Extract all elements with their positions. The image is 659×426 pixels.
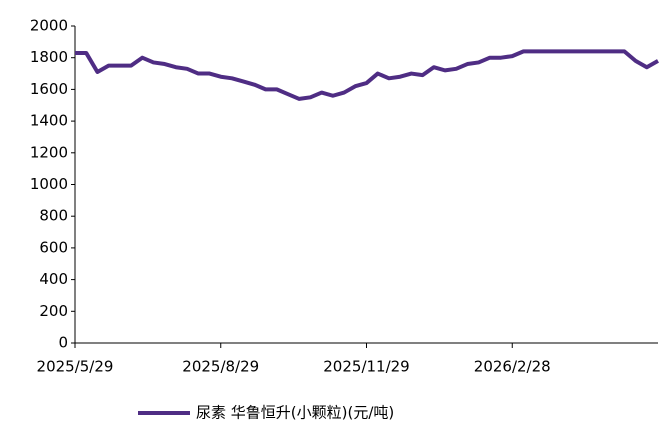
y-tick-label: 400 — [39, 270, 68, 288]
y-tick-label: 200 — [39, 302, 68, 320]
x-tick-label: 2025/11/29 — [323, 358, 409, 376]
y-tick-label: 0 — [58, 334, 68, 352]
y-tick-label: 1400 — [30, 112, 68, 130]
y-tick-label: 1600 — [30, 80, 68, 98]
y-tick-label: 2000 — [30, 17, 68, 35]
y-tick-label: 1800 — [30, 48, 68, 66]
y-tick-label: 600 — [39, 238, 68, 256]
line-series — [75, 49, 659, 101]
y-tick-label: 1200 — [30, 143, 68, 161]
y-tick-label: 1000 — [30, 175, 68, 193]
legend-label: 尿素 华鲁恒升(小颗粒)(元/吨) — [196, 404, 394, 422]
x-tick-label: 2025/8/29 — [182, 358, 259, 376]
x-tick-label: 2026/2/28 — [474, 358, 551, 376]
y-tick-label: 800 — [39, 207, 68, 225]
x-tick-label: 2025/5/29 — [37, 358, 114, 376]
